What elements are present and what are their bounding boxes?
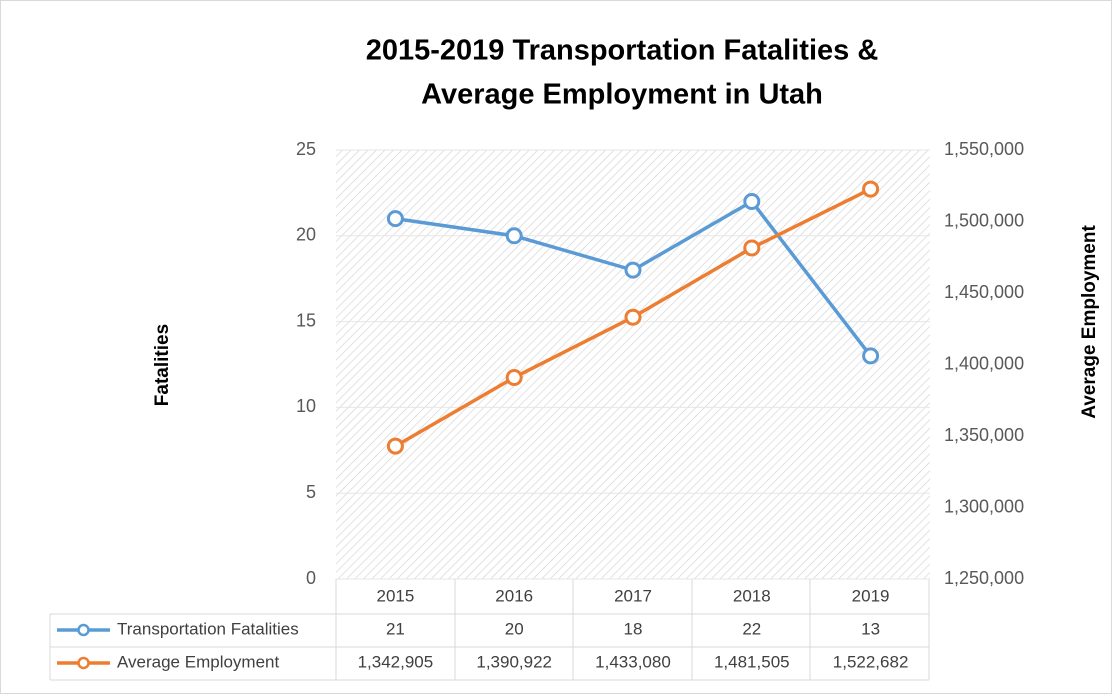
y-tick-label: 0	[306, 568, 316, 588]
plot-area	[336, 150, 930, 579]
y-tick-label: 20	[296, 225, 316, 245]
legend-key-marker	[77, 656, 90, 670]
x-tick-label: 2017	[614, 586, 652, 605]
x-tick-label: 2015	[376, 586, 414, 605]
data-point	[505, 368, 523, 386]
chart-title: Average Employment in Utah	[421, 79, 823, 111]
y2-tick-label: 1,350,000	[944, 425, 1024, 445]
table-value: 21	[386, 619, 405, 638]
y2-axis-title: Average Employment	[1079, 225, 1100, 419]
x-tick-label: 2018	[733, 586, 771, 605]
y2-tick-label: 1,550,000	[944, 139, 1024, 159]
table-value: 1,342,905	[358, 652, 434, 671]
table-value: 20	[505, 619, 524, 638]
data-point	[386, 210, 404, 228]
chart-title: 2015-2019 Transportation Fatalities &	[366, 35, 879, 67]
y-tick-label: 5	[306, 482, 316, 502]
table-value: 1,522,682	[833, 652, 909, 671]
legend-label: Average Employment	[117, 652, 279, 671]
y2-tick-label: 1,250,000	[944, 568, 1024, 588]
table-value: 1,390,922	[476, 652, 552, 671]
y-tick-label: 25	[296, 139, 316, 159]
data-point	[624, 261, 642, 279]
y-axis-title: Fatalities	[152, 324, 173, 406]
legend-key-marker	[77, 623, 90, 637]
y2-tick-label: 1,450,000	[944, 282, 1024, 302]
table-value: 18	[624, 619, 643, 638]
data-point	[743, 239, 761, 257]
table-value: 13	[861, 619, 880, 638]
data-point	[862, 180, 880, 198]
data-point	[743, 192, 761, 210]
y2-tick-label: 1,400,000	[944, 353, 1024, 373]
x-tick-label: 2016	[495, 586, 533, 605]
legend-label: Transportation Fatalities	[117, 619, 299, 638]
y-tick-label: 10	[296, 396, 316, 416]
data-point	[862, 347, 880, 365]
data-point	[386, 437, 404, 455]
y-tick-label: 15	[296, 310, 316, 330]
table-value: 1,433,080	[595, 652, 671, 671]
y2-tick-label: 1,300,000	[944, 496, 1024, 516]
data-point	[624, 308, 642, 326]
data-table-lines	[49, 579, 930, 681]
table-value: 1,481,505	[714, 652, 790, 671]
table-value: 22	[742, 619, 761, 638]
x-tick-label: 2019	[852, 586, 890, 605]
y2-tick-label: 1,500,000	[944, 210, 1024, 230]
data-point	[505, 227, 523, 245]
